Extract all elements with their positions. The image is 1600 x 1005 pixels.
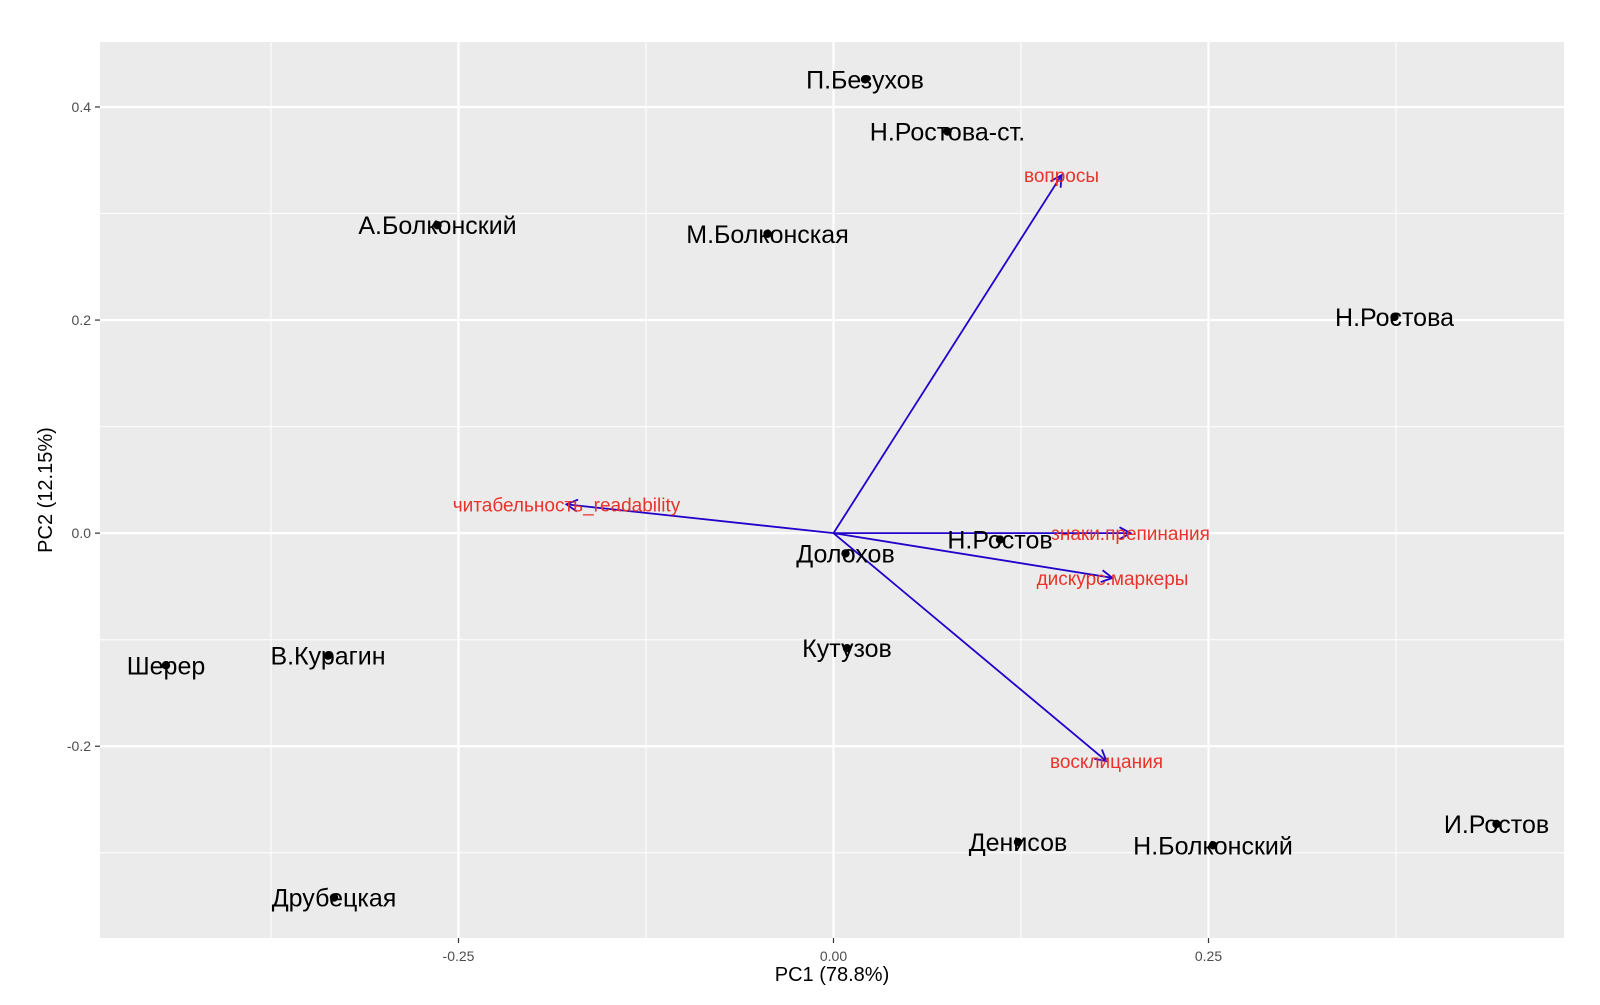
point-label: Друбецкая (272, 885, 397, 913)
point-label: Н.Болконский (1133, 832, 1293, 860)
point-label: Н.Ростова (1335, 304, 1454, 332)
point-label: Долохов (796, 540, 894, 568)
data-points (161, 75, 1501, 902)
loading-arrows (564, 173, 1133, 763)
x-axis-title: PC1 (78.8%) (775, 964, 890, 986)
y-axis-title: PC2 (12.15%) (35, 427, 57, 553)
data-point (943, 127, 952, 136)
point-label: П.Безухов (806, 66, 924, 94)
data-point (1390, 312, 1399, 322)
point-label: Денисов (969, 829, 1068, 857)
grid-minor (100, 42, 1564, 938)
loading-label: восклицания (1050, 752, 1163, 773)
data-point (329, 893, 339, 902)
loading-label: дискурс.маркеры (1037, 569, 1189, 590)
point-label: Н.Ростова-ст. (870, 118, 1025, 146)
point-label: И.Ростов (1444, 811, 1549, 839)
data-point (323, 651, 333, 660)
y-tick-label: 0.0 (72, 525, 92, 541)
loading-arrow (832, 532, 1108, 763)
point-label: Шерер (127, 652, 206, 680)
data-point (1492, 819, 1501, 829)
data-point (433, 221, 442, 230)
data-point (1013, 837, 1023, 847)
y-tick-label: 0.2 (72, 312, 92, 328)
x-tick-label: 0.00 (820, 948, 847, 964)
point-label: Н.Ростов (947, 527, 1052, 555)
x-tick-label: 0.25 (1195, 948, 1222, 964)
loading-arrow (564, 498, 834, 535)
loading-arrow (832, 173, 1063, 534)
x-axis: -0.25 0.00 0.25 (443, 938, 1222, 964)
loading-label: читабельность_readability (453, 495, 681, 516)
point-label: В.Курагин (270, 643, 385, 671)
loading-label: вопросы (1024, 166, 1099, 187)
x-tick-label: -0.25 (443, 948, 475, 964)
point-label: Кутузов (802, 635, 892, 663)
data-point (860, 75, 870, 84)
data-point (995, 535, 1005, 544)
y-tick-label: -0.2 (67, 738, 91, 754)
point-label: А.Болконский (358, 212, 516, 240)
data-point (1208, 841, 1218, 850)
point-labels: П.Безухов Н.Ростова-ст. А.Болконский М.Болк… (127, 66, 1549, 912)
y-axis: -0.2 0.0 0.2 0.4 (67, 99, 100, 754)
plot-panel (100, 42, 1564, 938)
data-point (842, 644, 852, 653)
data-point (763, 229, 772, 238)
loading-label: знаки.препинания (1051, 524, 1210, 545)
data-point (161, 661, 171, 670)
data-point (841, 549, 850, 558)
loading-arrow (833, 532, 1115, 583)
y-tick-label: 0.4 (72, 99, 92, 115)
point-label: М.Болконская (686, 221, 848, 249)
arrow-labels: вопросы читабельность_readability знаки.пр… (453, 166, 1210, 773)
